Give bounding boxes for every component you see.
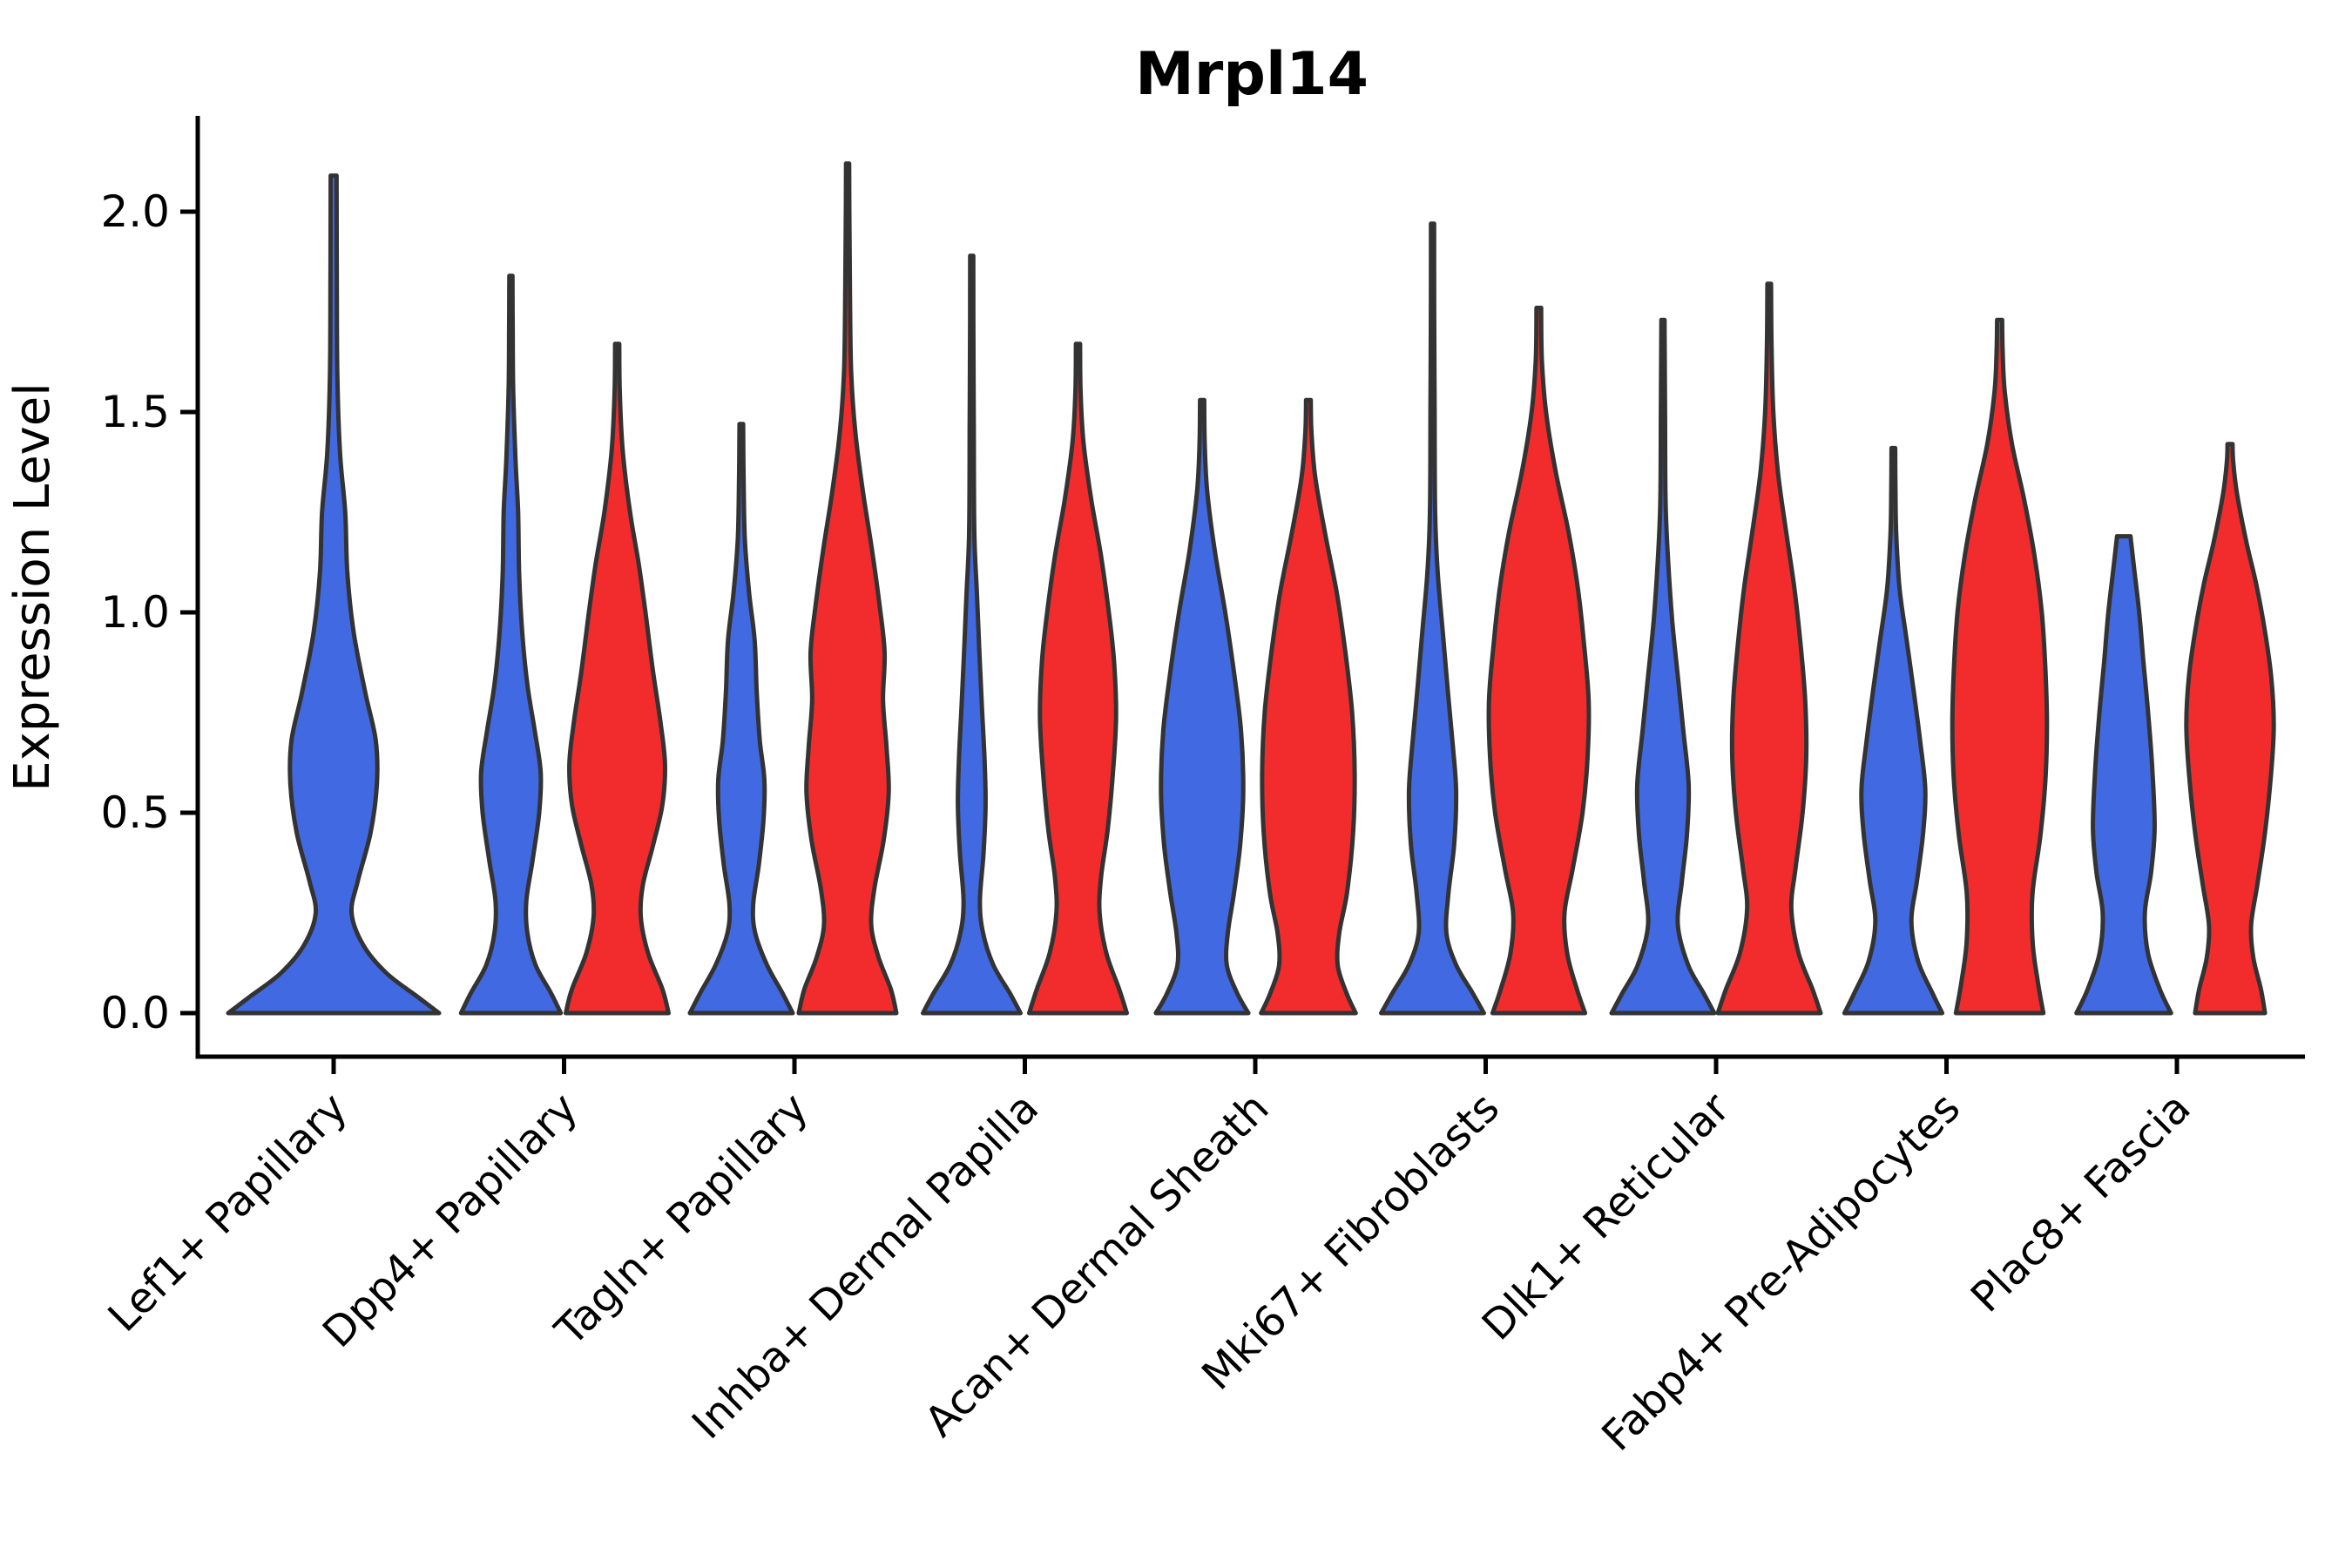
chart-title: Mrpl14 — [1135, 40, 1369, 109]
violin-fabp4-pre-adipocytes-split-left — [1842, 445, 1945, 1016]
violin-mki67-fibroblasts-split-left — [1379, 221, 1486, 1016]
violin-plac8-fascia-split-right — [2184, 442, 2276, 1016]
violin-tagln-papillary-split-left — [687, 422, 795, 1016]
y-tick-label: 2.0 — [100, 186, 170, 237]
x-tick-label-lef1-papillary: Lef1+ Papillary — [99, 1084, 357, 1342]
violin-acan-dermal-sheath-split-right — [1259, 397, 1358, 1016]
violin-dlk1-reticular-split-right — [1715, 281, 1823, 1016]
x-tick-label-dlk1-reticular: Dlk1+ Reticular — [1473, 1084, 1740, 1350]
x-tick-label-dpp4-papillary: Dpp4+ Papillary — [314, 1084, 587, 1357]
y-axis-label: Expression Level — [4, 382, 61, 792]
violin-inhba-dermal-papilla-split-right — [1027, 341, 1129, 1016]
x-tick-label-tagln-papillary: Tagln+ Papillary — [545, 1084, 817, 1355]
violin-inhba-dermal-papilla-split-left — [921, 253, 1023, 1016]
violin-dlk1-reticular-split-left — [1609, 317, 1717, 1016]
y-tick-label: 0.0 — [100, 988, 170, 1038]
y-tick-label: 0.5 — [100, 787, 170, 838]
y-tick-label: 1.0 — [100, 587, 170, 638]
violin-acan-dermal-sheath-split-left — [1153, 397, 1251, 1016]
violin-fabp4-pre-adipocytes-split-right — [1950, 317, 2050, 1016]
violin-dpp4-papillary-split-left — [458, 274, 564, 1016]
y-tick-label: 1.5 — [100, 387, 170, 437]
violin-lef1-papillary-split-left — [226, 173, 442, 1016]
x-tick-label-plac8-fascia: Plac8+ Fascia — [1962, 1084, 2200, 1322]
violin-tagln-papillary-split-right — [796, 161, 899, 1016]
violins-layer — [226, 161, 2276, 1016]
violin-mki67-fibroblasts-split-right — [1486, 305, 1592, 1016]
violin-plac8-fascia-split-left — [2074, 534, 2173, 1016]
violin-dpp4-papillary-split-right — [564, 341, 671, 1016]
